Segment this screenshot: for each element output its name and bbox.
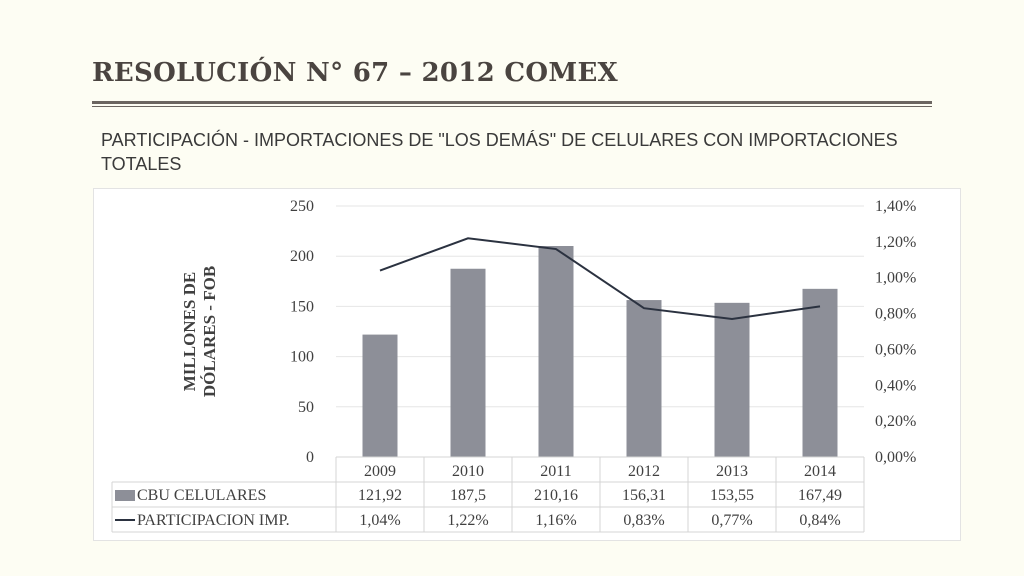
combo-chart: 0 50 100 150 200 250 0,00% 0,20% 0,40% 0,60% 0,80%… <box>111 198 916 533</box>
legend-bar-swatch <box>115 490 135 501</box>
y-axis-title: MILLONES DE <box>180 272 199 392</box>
data-label: 187,5 <box>450 487 486 504</box>
y-axis-title: DÓLARES - FOB <box>200 266 219 397</box>
data-label: 0,84% <box>799 512 840 529</box>
data-label: 0,83% <box>623 512 664 529</box>
title-rule-thin <box>92 106 932 107</box>
x-tick-label: 2013 <box>716 463 748 480</box>
y2-tick-label: 0,00% <box>875 449 916 466</box>
bar <box>714 302 750 457</box>
data-label: 1,04% <box>359 512 400 529</box>
series-line <box>379 237 821 320</box>
data-label: 156,31 <box>622 487 666 504</box>
y-tick-label: 250 <box>290 198 314 215</box>
chart-area: 0 50 100 150 200 250 0,00% 0,20% 0,40% 0,60% 0,80%… <box>93 188 961 541</box>
bar <box>362 334 398 457</box>
data-label: 0,77% <box>711 512 752 529</box>
y2-tick-label: 0,60% <box>875 341 916 358</box>
data-label: 121,92 <box>358 487 402 504</box>
data-label: 167,49 <box>798 487 842 504</box>
y-tick-label: 100 <box>290 349 314 366</box>
y-tick-label: 200 <box>290 248 314 265</box>
y2-tick-label: 1,40% <box>875 198 916 215</box>
title-rule-thick <box>92 101 932 104</box>
y2-tick-label: 1,20% <box>875 234 916 251</box>
y-tick-label: 0 <box>306 449 314 466</box>
slide-title: RESOLUCIÓN N° 67 – 2012 COMEX <box>92 58 619 88</box>
legend-bar-label: CBU CELULARES <box>137 487 266 504</box>
y2-tick-label: 0,20% <box>875 413 916 430</box>
y-tick-label: 50 <box>298 399 314 416</box>
y2-tick-label: 0,40% <box>875 377 916 394</box>
data-label: 210,16 <box>534 487 578 504</box>
data-label: 1,16% <box>535 512 576 529</box>
x-tick-label: 2012 <box>628 463 660 480</box>
y-tick-label: 150 <box>290 298 314 315</box>
x-tick-label: 2009 <box>364 463 396 480</box>
x-tick-label: 2011 <box>540 463 571 480</box>
bar <box>802 288 838 457</box>
y2-tick-label: 0,80% <box>875 306 916 323</box>
bar <box>538 245 574 457</box>
x-tick-label: 2010 <box>452 463 484 480</box>
bar <box>626 300 662 457</box>
bar <box>450 268 486 457</box>
x-tick-label: 2014 <box>804 463 836 480</box>
y2-tick-label: 1,00% <box>875 270 916 287</box>
data-label: 153,55 <box>710 487 754 504</box>
chart-subtitle: PARTICIPACIÓN - IMPORTACIONES DE "LOS DE… <box>101 130 898 174</box>
data-label: 1,22% <box>447 512 488 529</box>
legend-line-label: PARTICIPACION IMP. <box>137 512 290 529</box>
